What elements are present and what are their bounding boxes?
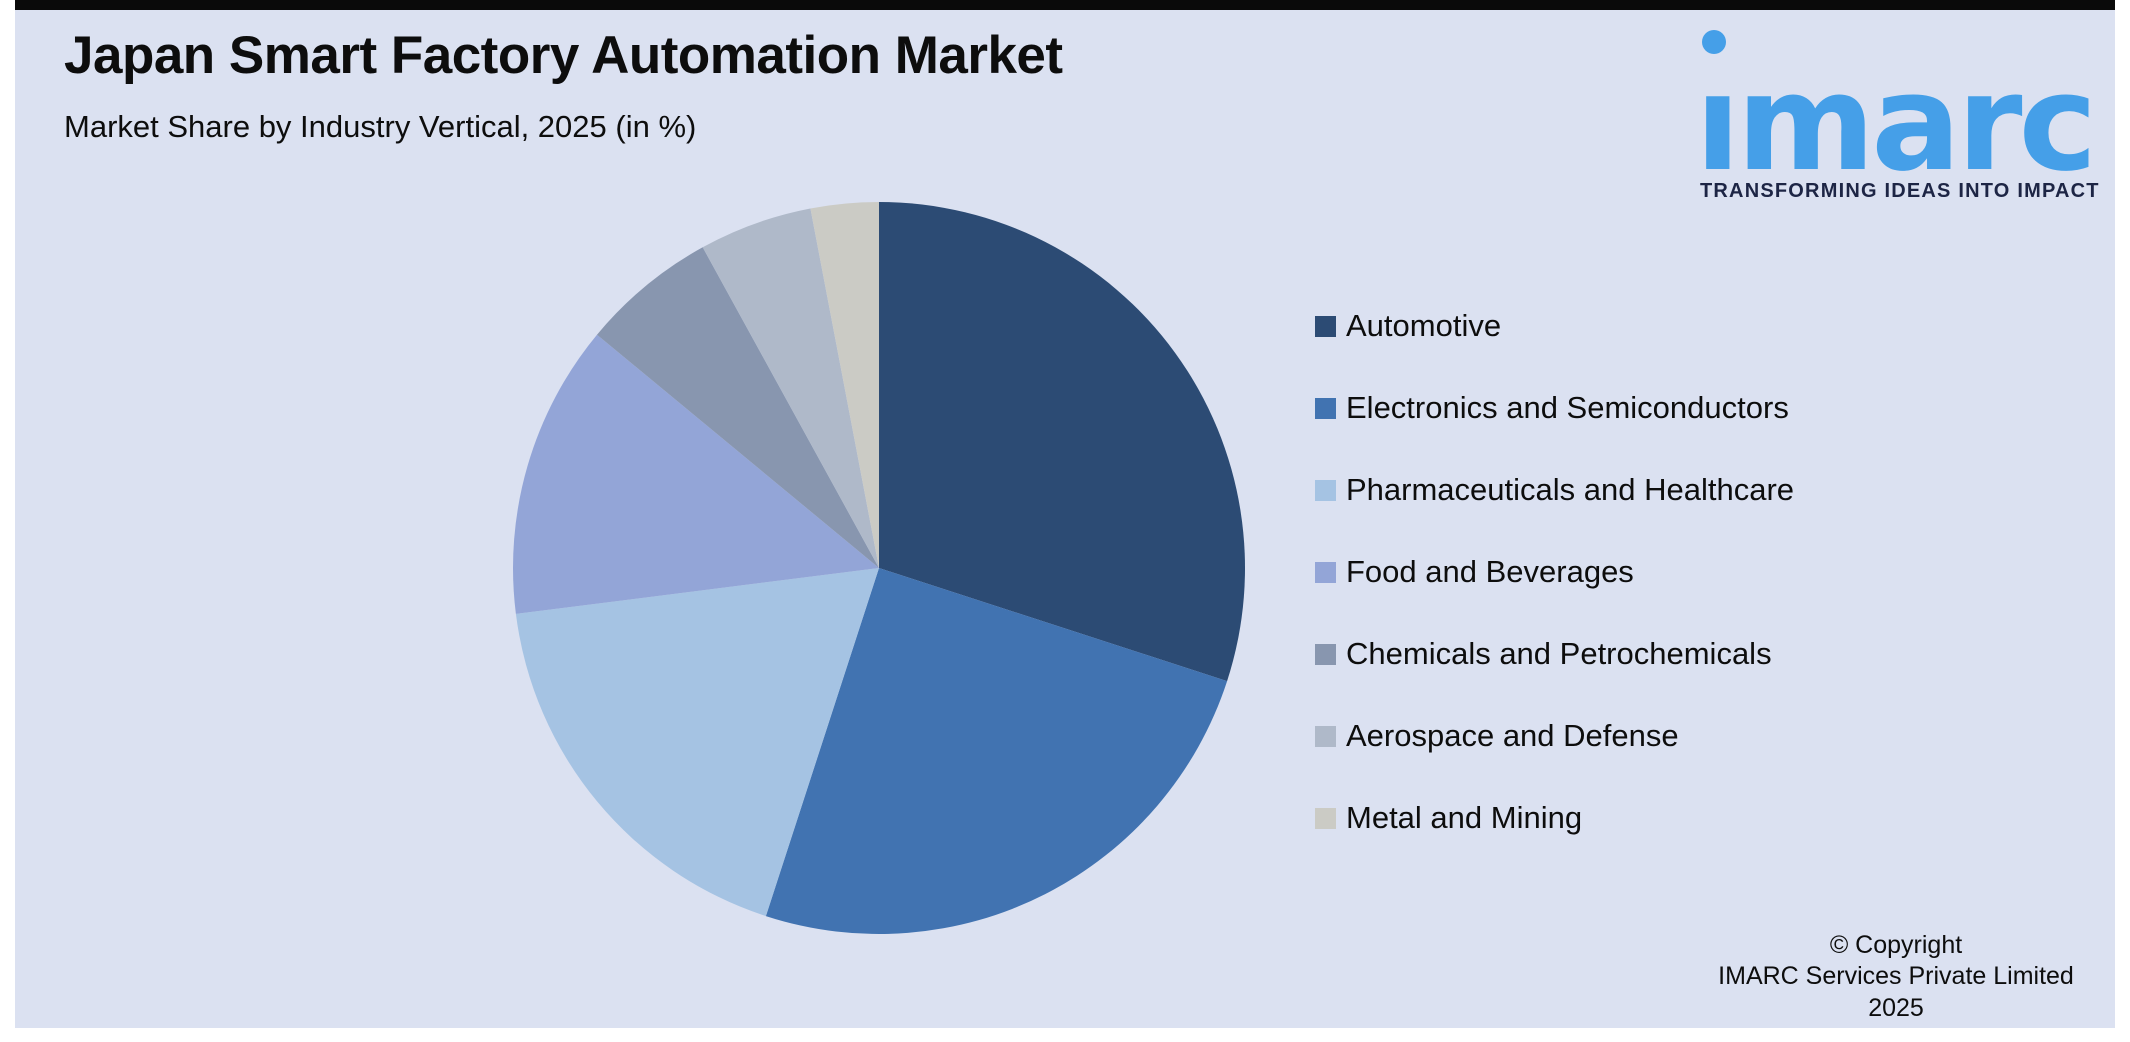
pie-slice-automotive <box>879 202 1246 682</box>
legend-swatch-icon <box>1315 807 1336 829</box>
legend-label: Electronics and Semiconductors <box>1346 390 1789 425</box>
page-subtitle: Market Share by Industry Vertical, 2025 … <box>64 109 697 144</box>
pie-slice-electronics-and-semiconductors <box>765 568 1228 935</box>
pie-slice-pharmaceuticals-and-healthcare <box>515 568 879 917</box>
pie-chart <box>513 202 1246 935</box>
pie-slice-chemicals-and-petrochemicals <box>596 247 879 568</box>
legend-swatch-icon <box>1315 643 1336 665</box>
legend-swatch-icon <box>1315 479 1336 501</box>
logo-i-dot-icon <box>1702 30 1726 54</box>
legend-swatch-icon <box>1315 725 1336 747</box>
legend-swatch-icon <box>1315 315 1336 337</box>
legend-item-food-and-beverages: Food and Beverages <box>1315 531 1794 613</box>
legend-item-chemicals-and-petrochemicals: Chemicals and Petrochemicals <box>1315 613 1794 695</box>
legend-swatch-icon <box>1315 397 1336 419</box>
chart-legend: Automotive Electronics and Semiconductors… <box>1315 285 1794 859</box>
legend-item-pharmaceuticals-and-healthcare: Pharmaceuticals and Healthcare <box>1315 449 1794 531</box>
pie-slice-food-and-beverages <box>513 334 879 614</box>
legend-label: Chemicals and Petrochemicals <box>1346 636 1772 671</box>
copyright-notice: © Copyright IMARC Services Private Limit… <box>1700 930 2092 1024</box>
logo-tagline: TRANSFORMING IDEAS INTO IMPACT <box>1700 180 2100 202</box>
copyright-line-1: © Copyright <box>1829 931 1963 959</box>
legend-label: Pharmaceuticals and Healthcare <box>1346 472 1795 507</box>
legend-label: Food and Beverages <box>1346 554 1634 589</box>
top-border-bar <box>15 0 2115 10</box>
legend-swatch-icon <box>1315 561 1336 583</box>
legend-label: Aerospace and Defense <box>1346 718 1679 753</box>
page-title: Japan Smart Factory Automation Market <box>64 26 1063 85</box>
legend-item-automotive: Automotive <box>1315 285 1794 367</box>
pie-slice-aerospace-and-defense <box>702 208 879 569</box>
copyright-line-2: IMARC Services Private Limited 2025 <box>1718 962 2074 1022</box>
legend-item-electronics-and-semiconductors: Electronics and Semiconductors <box>1315 367 1794 449</box>
logo-wordmark: ımarc <box>1695 47 2097 201</box>
legend-item-aerospace-and-defense: Aerospace and Defense <box>1315 695 1794 777</box>
legend-label: Metal and Mining <box>1346 800 1583 835</box>
pie-slice-metal-and-mining <box>810 202 879 568</box>
legend-label: Automotive <box>1346 308 1502 343</box>
legend-item-metal-and-mining: Metal and Mining <box>1315 777 1794 859</box>
